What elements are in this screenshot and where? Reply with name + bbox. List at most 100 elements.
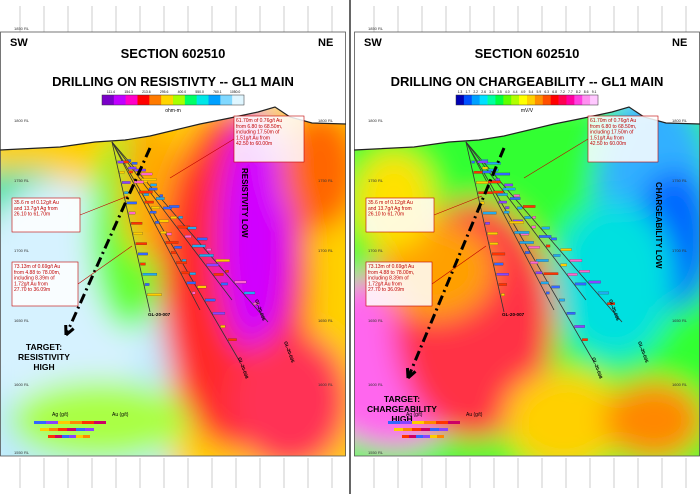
assay-bar <box>144 283 150 286</box>
assay-bar <box>158 219 169 223</box>
legend-au-label: Au (g/t) <box>112 412 129 418</box>
assay-bar <box>166 232 172 236</box>
drill-hole-trace <box>465 141 505 313</box>
assay-bar <box>501 293 505 297</box>
target-arrow <box>64 147 152 337</box>
legend-ag-label: Ag (g/t) <box>406 412 423 418</box>
assay-bar <box>597 291 609 295</box>
assay-bar <box>532 216 536 219</box>
drill-holes <box>465 141 623 363</box>
elevation-label-right: 1750 RL <box>318 178 334 183</box>
drill-hole-trace <box>465 141 555 311</box>
scale-tick-label: 3.1 <box>489 90 494 94</box>
assay-bar <box>141 178 157 181</box>
assay-bar <box>489 242 499 246</box>
elevation-label-left: 1700 RL <box>368 248 384 253</box>
assay-bar <box>197 237 208 241</box>
assay-bar <box>225 270 229 273</box>
assay-bar <box>553 254 561 257</box>
assay-bar <box>220 325 226 328</box>
assay-bar <box>473 171 483 174</box>
elevation-label-left: 1750 RL <box>14 178 30 183</box>
assay-bar <box>523 205 536 208</box>
assay-bar <box>139 190 153 194</box>
elevation-label-left: 1850 RL <box>368 26 384 31</box>
grid-ticks <box>373 6 687 488</box>
assay-bar <box>530 261 539 264</box>
scale-tick-label: 550.0 <box>195 90 204 94</box>
elevation-label-left: 1850 RL <box>14 26 30 31</box>
assay-bar <box>487 232 498 235</box>
drill-hole-label: GL-20-007 <box>148 312 171 317</box>
legend-au-label: Au (g/t) <box>466 412 483 418</box>
assay-bar <box>135 242 147 246</box>
assay-bar <box>253 302 260 306</box>
assay-bar <box>551 237 557 241</box>
assay-bar <box>131 162 138 165</box>
target-label-line1: TARGET: <box>26 342 62 352</box>
assay-bar <box>560 263 567 267</box>
assay-bar <box>579 270 590 273</box>
scale-unit-label: ohm-m <box>165 108 181 114</box>
elevation-label-right: 1700 RL <box>672 248 688 253</box>
assay-bar <box>498 200 507 204</box>
assay-bar <box>482 211 497 215</box>
drill-hole-trace <box>465 141 595 363</box>
assay-bar <box>505 206 510 210</box>
assay-bar <box>541 226 550 230</box>
assay-bar <box>163 206 172 210</box>
assay-bar <box>531 225 536 229</box>
elevation-label-left: 1600 RL <box>14 382 30 387</box>
assay-bar <box>142 273 158 276</box>
assay-bar <box>149 210 157 214</box>
assay-bar <box>192 291 196 295</box>
main-title: DRILLING ON CHARGEABILITY -- GL1 MAIN <box>391 74 664 89</box>
assay-bar <box>476 181 489 184</box>
assay-bar <box>169 205 180 208</box>
scale-tick-label: 8.2 <box>576 90 581 94</box>
assay-callout-box: 61.70m of 0.76g/t Au from 6.80 to 68.50m,… <box>169 115 305 179</box>
assay-bar <box>220 282 228 286</box>
assay-bar <box>143 193 149 196</box>
assay-bar <box>502 187 516 191</box>
assay-bar <box>178 216 183 219</box>
assay-callout-text: 73.13m of 0.69g/t Au from 4.88 to 78.00m,… <box>368 264 414 293</box>
target-label-line3: HIGH <box>391 414 412 424</box>
assay-bar <box>151 206 160 210</box>
assay-bar <box>480 201 485 205</box>
direction-ne-label: NE <box>318 37 333 49</box>
resistivity-svg: 1850 RL 1800 RL 1750 RL 1700 RL 1650 RL 1600 … <box>0 0 346 494</box>
assay-bar <box>566 312 576 315</box>
assay-bar <box>123 160 129 164</box>
scale-tick-label: 6.8 <box>552 90 557 94</box>
scale-tick-label: 2.2 <box>473 90 478 94</box>
assay-bar <box>126 201 137 205</box>
section-title: SECTION 602510 <box>475 46 580 61</box>
assay-bar <box>137 252 148 256</box>
elevation-label-left: 1750 RL <box>368 178 384 183</box>
assay-bar <box>494 262 504 266</box>
scale-tick-label: 4.4 <box>513 90 518 94</box>
assay-callout-box: 73.13m of 0.69g/t Au from 4.88 to 78.00m,… <box>11 245 133 307</box>
assay-bar <box>243 291 256 295</box>
assay-bar <box>189 272 196 276</box>
assay-bar <box>497 193 508 196</box>
panel-divider <box>349 0 351 494</box>
assay-callout-text: 35.6 m of 0.12g/t Au and 13.7g/t Ag from 2… <box>14 200 59 218</box>
scale-tick-label: 6.3 <box>544 90 549 94</box>
assay-bar <box>574 325 585 328</box>
scale-tick-label: 154.3 <box>124 90 133 94</box>
assay-bar <box>150 183 157 187</box>
assay-bar <box>536 259 549 262</box>
assay-bar <box>519 241 534 244</box>
assay-bar <box>488 180 501 184</box>
elevation-label-left: 1650 RL <box>368 318 384 323</box>
assay-bar <box>559 298 565 302</box>
scale-unit-label: mV/V <box>521 108 534 114</box>
elevation-label-left: 1600 RL <box>368 382 384 387</box>
assay-bar <box>165 241 179 244</box>
assay-bar <box>187 226 197 230</box>
assay-bar <box>159 194 163 198</box>
assay-bar <box>582 338 588 342</box>
